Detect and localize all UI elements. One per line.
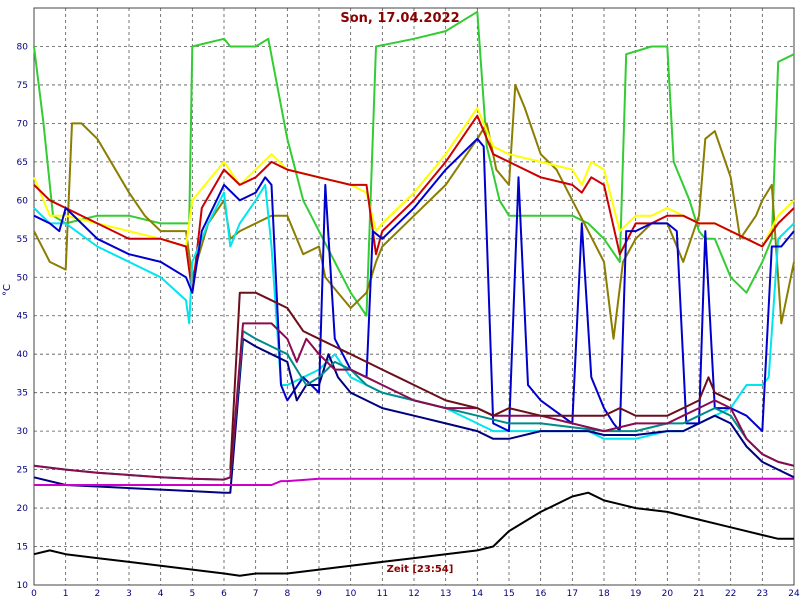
x-tick-label: 6 [221, 589, 227, 599]
x-tick-label: 12 [408, 589, 419, 599]
series-line-10 [34, 477, 794, 486]
x-tick-label: 19 [630, 589, 642, 599]
series-line-9 [229, 291, 732, 470]
x-tick-label: 8 [284, 589, 290, 599]
series-line-6 [33, 337, 795, 494]
x-tick-label: 21 [693, 589, 704, 599]
chart-axes [33, 7, 795, 586]
y-tick-label: 50 [17, 273, 29, 283]
x-tick-label: 2 [94, 589, 100, 599]
x-tick-label: 7 [253, 589, 259, 599]
series-line-0 [33, 10, 795, 317]
y-tick-label: 55 [17, 235, 28, 245]
y-tick-label: 65 [17, 158, 28, 168]
y-tick-label: 10 [17, 581, 29, 591]
y-tick-label: 15 [17, 543, 28, 553]
y-tick-label: 20 [17, 504, 29, 514]
x-tick-label: 20 [662, 589, 674, 599]
x-tick-label: 13 [440, 589, 451, 599]
y-tick-label: 35 [17, 389, 28, 399]
x-tick-label: 11 [377, 589, 388, 599]
y-tick-labels: 10 15 20 25 30 35 40 45 50 55 60 65 70 75 80 [17, 42, 29, 591]
plot-frame [33, 7, 795, 586]
x-tick-label: 16 [535, 589, 547, 599]
series-lines [33, 10, 795, 577]
series-line-8 [33, 322, 795, 481]
y-tick-label: 25 [17, 466, 28, 476]
x-tick-label: 14 [472, 589, 484, 599]
x-tick-label: 5 [189, 589, 195, 599]
y-axis-label: °C [2, 284, 13, 296]
x-axis-label: Zeit [23:54] [387, 564, 454, 575]
x-tick-label: 24 [788, 589, 800, 599]
x-tick-labels: 0 1 2 3 4 5 6 7 8 9 10 11 12 13 14 15 16 17 18 19 20 21 22 23 24 [31, 589, 800, 599]
x-tick-label: 9 [316, 589, 322, 599]
series-line-11 [33, 491, 794, 577]
x-tick-label: 17 [567, 589, 578, 599]
x-tick-label: 4 [158, 589, 164, 599]
y-tick-label: 30 [17, 427, 29, 437]
x-tick-label: 15 [503, 589, 514, 599]
series-line-3 [33, 114, 795, 294]
y-tick-label: 80 [17, 42, 29, 52]
x-tick-label: 22 [725, 589, 736, 599]
x-tick-label: 23 [757, 589, 768, 599]
x-tick-label: 10 [345, 589, 357, 599]
chart-title: Son, 17.04.2022 [340, 11, 459, 26]
y-tick-label: 40 [17, 350, 29, 360]
y-tick-label: 70 [17, 119, 29, 129]
series-line-5 [33, 137, 795, 433]
x-tick-label: 1 [63, 589, 69, 599]
y-tick-label: 45 [17, 312, 28, 322]
x-tick-label: 3 [126, 589, 132, 599]
x-tick-label: 0 [31, 589, 37, 599]
y-tick-label: 60 [17, 196, 29, 206]
x-tick-label: 18 [598, 589, 610, 599]
y-tick-label: 75 [17, 81, 28, 91]
